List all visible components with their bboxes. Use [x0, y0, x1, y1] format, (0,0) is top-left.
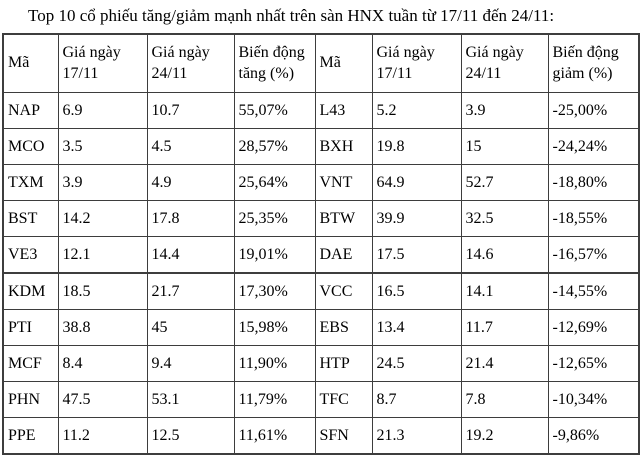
- header-gainer-code: Mã: [2, 33, 59, 94]
- gainer-price-17: 6.9: [57, 92, 148, 130]
- loser-change: -12,65%: [547, 345, 640, 383]
- gainer-price-24: 45: [146, 309, 235, 347]
- gainer-change: 17,30%: [233, 272, 316, 311]
- gainer-change: 11,90%: [233, 345, 316, 383]
- loser-price-17: 13.4: [371, 309, 462, 347]
- table-row: BST 14.2 17.8 25,35% BTW 39.9 32.5 -18,5…: [2, 200, 640, 238]
- loser-change: -10,34%: [547, 381, 640, 419]
- loser-price-17: 39.9: [371, 200, 462, 238]
- header-loser-price-17: Giá ngày 17/11: [371, 33, 462, 94]
- gainer-change: 11,79%: [233, 381, 316, 419]
- gainer-price-17: 18.5: [57, 272, 148, 311]
- header-gainer-price-17: Giá ngày 17/11: [57, 33, 148, 94]
- loser-change: -18,55%: [547, 200, 640, 238]
- header-row: Mã Giá ngày 17/11 Giá ngày 24/11 Biến độ…: [2, 33, 640, 94]
- table-row: PTI 38.8 45 15,98% EBS 13.4 11.7 -12,69%: [2, 309, 640, 347]
- gainer-price-17: 47.5: [57, 381, 148, 419]
- table-row: KDM 18.5 21.7 17,30% VCC 16.5 14.1 -14,5…: [2, 272, 640, 311]
- loser-change: -12,69%: [547, 309, 640, 347]
- gainer-price-24: 10.7: [146, 92, 235, 130]
- header-gainer-change: Biến động tăng (%): [233, 33, 316, 94]
- header-gainer-price-24: Giá ngày 24/11: [146, 33, 235, 94]
- loser-price-24: 14.6: [460, 236, 549, 274]
- loser-price-17: 24.5: [371, 345, 462, 383]
- loser-price-24: 14.1: [460, 272, 549, 311]
- table-row: PHN 47.5 53.1 11,79% TFC 8.7 7.8 -10,34%: [2, 381, 640, 419]
- gainer-price-17: 8.4: [57, 345, 148, 383]
- gainer-code: PHN: [2, 381, 59, 419]
- loser-code: VNT: [314, 164, 373, 202]
- gainer-code: BST: [2, 200, 59, 238]
- header-loser-code: Mã: [314, 33, 373, 94]
- gainer-price-24: 21.7: [146, 272, 235, 311]
- loser-price-24: 7.8: [460, 381, 549, 419]
- loser-code: BTW: [314, 200, 373, 238]
- gainer-price-17: 12.1: [57, 236, 148, 274]
- loser-price-17: 16.5: [371, 272, 462, 311]
- gainer-code: NAP: [2, 92, 59, 130]
- document-fragment: Top 10 cổ phiếu tăng/giảm mạnh nhất trên…: [0, 6, 640, 455]
- loser-change: -16,57%: [547, 236, 640, 274]
- gainer-price-24: 53.1: [146, 381, 235, 419]
- gainer-code: PTI: [2, 309, 59, 347]
- gainer-code: MCF: [2, 345, 59, 383]
- loser-code: VCC: [314, 272, 373, 311]
- gainer-change: 55,07%: [233, 92, 316, 130]
- loser-price-24: 3.9: [460, 92, 549, 130]
- loser-code: BXH: [314, 128, 373, 166]
- gainer-price-17: 14.2: [57, 200, 148, 238]
- gainer-change: 25,35%: [233, 200, 316, 238]
- gainer-price-24: 14.4: [146, 236, 235, 274]
- loser-price-17: 5.2: [371, 92, 462, 130]
- gainer-price-24: 9.4: [146, 345, 235, 383]
- loser-price-17: 19.8: [371, 128, 462, 166]
- gainer-code: MCO: [2, 128, 59, 166]
- header-loser-price-24: Giá ngày 24/11: [460, 33, 549, 94]
- loser-price-17: 8.7: [371, 381, 462, 419]
- loser-price-24: 21.4: [460, 345, 549, 383]
- gainer-change: 28,57%: [233, 128, 316, 166]
- gainer-price-17: 3.9: [57, 164, 148, 202]
- gainer-price-17: 3.5: [57, 128, 148, 166]
- table-row: VE3 12.1 14.4 19,01% DAE 17.5 14.6 -16,5…: [2, 236, 640, 274]
- loser-price-17: 64.9: [371, 164, 462, 202]
- gainer-change: 19,01%: [233, 236, 316, 274]
- loser-change: -18,80%: [547, 164, 640, 202]
- loser-price-24: 32.5: [460, 200, 549, 238]
- gainer-code: VE3: [2, 236, 59, 274]
- loser-price-17: 17.5: [371, 236, 462, 274]
- loser-change: -25,00%: [547, 92, 640, 130]
- gainer-price-17: 38.8: [57, 309, 148, 347]
- table-row: MCO 3.5 4.5 28,57% BXH 19.8 15 -24,24%: [2, 128, 640, 166]
- gainer-code: KDM: [2, 272, 59, 311]
- loser-price-24: 15: [460, 128, 549, 166]
- loser-change: -14,55%: [547, 272, 640, 311]
- loser-change: -24,24%: [547, 128, 640, 166]
- table-title: Top 10 cổ phiếu tăng/giảm mạnh nhất trên…: [28, 6, 555, 25]
- gainer-price-24: 4.9: [146, 164, 235, 202]
- table-row: TXM 3.9 4.9 25,64% VNT 64.9 52.7 -18,80%: [2, 164, 640, 202]
- loser-code: DAE: [314, 236, 373, 274]
- stock-price-table: Mã Giá ngày 17/11 Giá ngày 24/11 Biến độ…: [2, 33, 640, 455]
- loser-code: HTP: [314, 345, 373, 383]
- gainer-price-24: 17.8: [146, 200, 235, 238]
- gainer-code: TXM: [2, 164, 59, 202]
- gainer-change: 25,64%: [233, 164, 316, 202]
- loser-price-24: 11.7: [460, 309, 549, 347]
- table-row: MCF 8.4 9.4 11,90% HTP 24.5 21.4 -12,65%: [2, 345, 640, 383]
- gainer-price-24: 4.5: [146, 128, 235, 166]
- table-row: NAP 6.9 10.7 55,07% L43 5.2 3.9 -25,00%: [2, 92, 640, 130]
- header-loser-change: Biến động giảm (%): [547, 33, 640, 94]
- gainer-change: 15,98%: [233, 309, 316, 347]
- loser-code: L43: [314, 92, 373, 130]
- loser-price-24: 52.7: [460, 164, 549, 202]
- loser-code: TFC: [314, 381, 373, 419]
- loser-code: EBS: [314, 309, 373, 347]
